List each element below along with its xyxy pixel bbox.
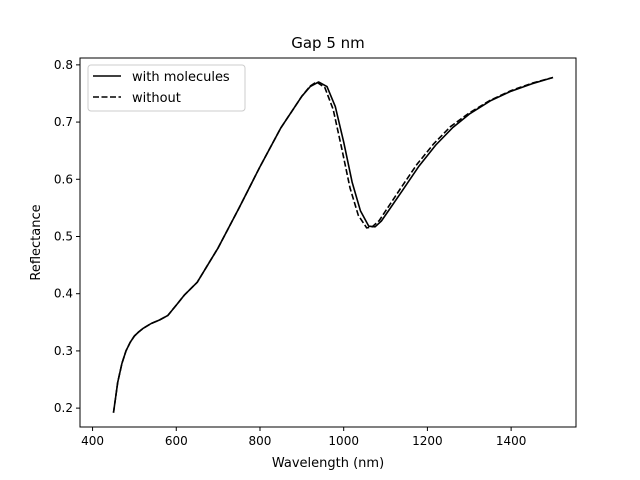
x-tick-label: 400 xyxy=(81,434,104,448)
plot-frame xyxy=(79,57,577,428)
legend-label-1: without xyxy=(132,91,181,106)
x-tick-label: 800 xyxy=(249,434,272,448)
y-axis-label: Reflectance xyxy=(29,204,44,280)
x-tick-label: 1000 xyxy=(328,434,359,448)
y-tick-label: 0.3 xyxy=(54,344,73,358)
y-axis: 0.2 0.3 0.4 0.5 0.6 0.7 0.8 xyxy=(54,58,80,415)
y-tick-label: 0.7 xyxy=(54,115,73,129)
y-tick-label: 0.4 xyxy=(54,287,73,301)
chart-title: Gap 5 nm xyxy=(291,34,365,52)
x-axis: 400 600 800 1000 1200 1400 xyxy=(81,427,526,448)
x-tick-label: 600 xyxy=(165,434,188,448)
series-line-0 xyxy=(112,76,554,413)
x-tick-label: 1400 xyxy=(496,434,527,448)
y-tick-label: 0.6 xyxy=(54,172,73,186)
y-tick-label: 0.5 xyxy=(54,229,73,243)
legend-label-0: with molecules xyxy=(132,70,230,85)
y-tick-label: 0.8 xyxy=(54,58,73,72)
series-line-1 xyxy=(112,76,554,413)
legend-box xyxy=(87,64,246,112)
series-layer xyxy=(112,76,554,413)
legend: with molecules without xyxy=(87,64,246,112)
y-tick-label: 0.2 xyxy=(54,401,73,415)
x-tick-label: 1200 xyxy=(412,434,443,448)
x-axis-label: Wavelength (nm) xyxy=(272,456,384,471)
